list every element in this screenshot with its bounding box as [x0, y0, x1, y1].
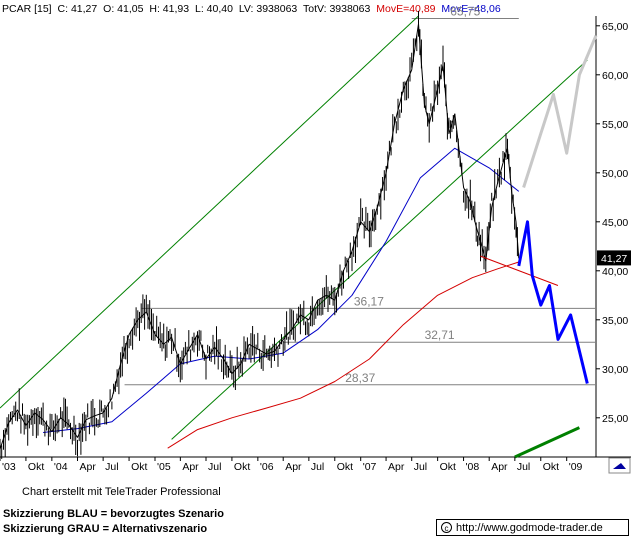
header-open: O: 41,05 — [103, 3, 143, 15]
y-tick-label: 25,00 — [602, 413, 628, 425]
level-label: 36,17 — [354, 294, 384, 308]
copyright-icon: c — [441, 522, 452, 533]
price-chart[interactable]: PCAR [15] C: 41,27 O: 41,05 H: 41,93 L: … — [0, 0, 631, 475]
x-tick-label: Apr — [285, 461, 302, 473]
x-tick-label: Okt — [131, 461, 147, 473]
chart-header: PCAR [15] C: 41,27 O: 41,05 H: 41,93 L: … — [2, 3, 501, 15]
source-url: http://www.godmode-trader.de — [456, 521, 603, 534]
header-high: H: 41,93 — [149, 3, 189, 15]
x-tick-label: Apr — [182, 461, 199, 473]
header-ma-blue: MovE=48,06 — [441, 3, 500, 15]
arrow-icon — [613, 463, 626, 469]
scenario-blue-path — [517, 220, 589, 384]
y-tick-label: 45,00 — [602, 217, 628, 229]
y-axis-ticks: 25,00 30,00 35,00 40,00 45,00 50,00 55,00 60,00… — [596, 21, 628, 425]
x-tick-label: '09 — [569, 461, 583, 473]
header-lv: LV: 3938063 — [239, 3, 298, 15]
y-tick-label: 65,00 — [602, 21, 628, 33]
preferred-scenario — [517, 220, 589, 384]
header-ma-red: MovE=40,89 — [376, 3, 435, 15]
moving-average-red — [167, 261, 519, 449]
green-future-segment — [514, 426, 580, 459]
alternative-scenario — [522, 35, 598, 188]
price-line — [0, 23, 520, 450]
header-low: L: 40,40 — [195, 3, 233, 15]
header-totv: TotV: 3938063 — [303, 3, 370, 15]
channel-line — [0, 15, 419, 409]
last-price-label: 41,27 — [601, 253, 627, 265]
scroll-right-button[interactable] — [608, 457, 631, 474]
trend-channel — [0, 15, 588, 440]
channel-line — [171, 59, 588, 440]
level-label: 65,75 — [450, 4, 480, 18]
support-line — [480, 255, 559, 286]
x-tick-label: Jul — [311, 461, 324, 473]
x-tick-label: Jul — [105, 461, 118, 473]
future-green-line — [514, 426, 580, 459]
y-tick-label: 55,00 — [602, 119, 628, 131]
scenario-grey-path — [522, 35, 598, 188]
x-tick-label: Jul — [208, 461, 221, 473]
x-tick-label: Okt — [234, 461, 250, 473]
ma-red-line — [167, 261, 519, 449]
y-tick-label: 30,00 — [602, 364, 628, 376]
x-tick-label: Okt — [543, 461, 559, 473]
y-tick-label: 60,00 — [602, 70, 628, 82]
header-close: C: 41,27 — [58, 3, 98, 15]
x-tick-label: '04 — [54, 461, 68, 473]
x-tick-label: Apr — [79, 461, 96, 473]
x-tick-label: '05 — [157, 461, 171, 473]
x-tick-label: '07 — [363, 461, 377, 473]
support-trendline — [480, 255, 559, 286]
x-tick-label: Jul — [517, 461, 530, 473]
x-tick-label: '08 — [466, 461, 480, 473]
chart-background — [0, 0, 631, 475]
scenario-grey-note: Skizzierung GRAU = Alternativszenario — [3, 523, 208, 535]
x-tick-label: Okt — [337, 461, 353, 473]
source-link[interactable]: c http://www.godmode-trader.de — [436, 519, 629, 536]
x-tick-label: Okt — [440, 461, 456, 473]
horizontal-levels: 65,75 36,17 32,71 28,37 — [124, 4, 596, 386]
x-tick-label: '06 — [260, 461, 274, 473]
y-tick-label: 50,00 — [602, 168, 628, 180]
price-series — [0, 10, 520, 460]
last-price-tag: 41,27 — [597, 250, 631, 266]
x-tick-label: Okt — [28, 461, 44, 473]
x-tick-label: Apr — [491, 461, 508, 473]
x-tick-label: Apr — [388, 461, 405, 473]
x-tick-label: '03 — [2, 461, 16, 473]
header-symbol: PCAR [15] — [2, 3, 52, 15]
x-tick-label: Jul — [414, 461, 427, 473]
chart-credit: Chart erstellt mit TeleTrader Profession… — [22, 486, 221, 498]
x-axis-ticks: '03 Okt '04 Apr Jul Okt '05 Apr Jul Okt '06 Apr Jul O… — [0, 457, 583, 473]
y-tick-label: 40,00 — [602, 266, 628, 278]
chart-container: PCAR [15] C: 41,27 O: 41,05 H: 41,93 L: … — [0, 0, 631, 475]
y-tick-label: 35,00 — [602, 315, 628, 327]
scenario-blue-note: Skizzierung BLAU = bevorzugtes Szenario — [3, 508, 224, 520]
level-label: 32,71 — [425, 328, 455, 342]
level-label: 28,37 — [345, 371, 375, 385]
